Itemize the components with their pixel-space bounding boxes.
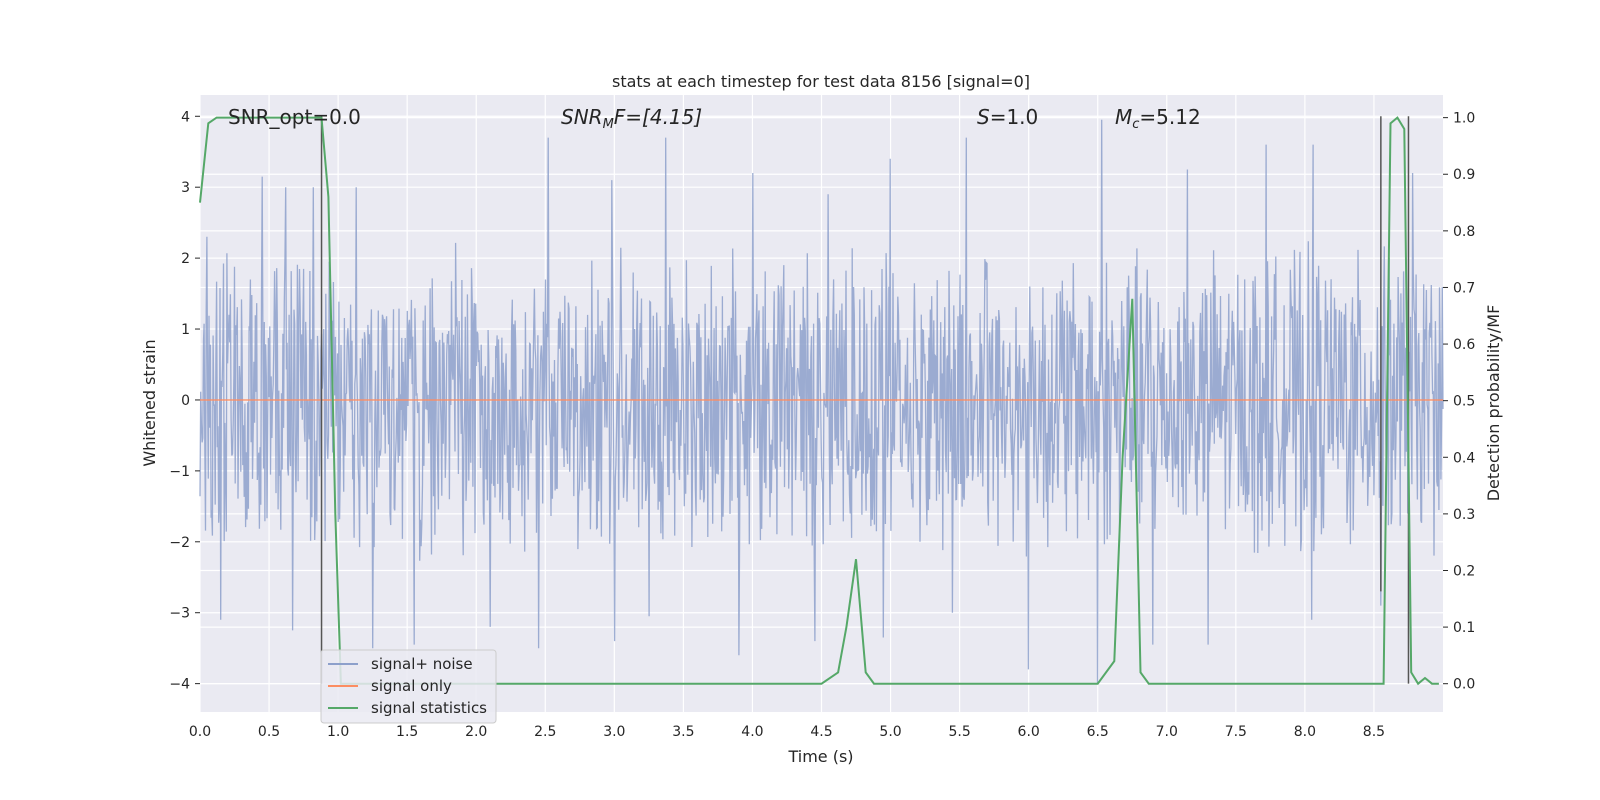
legend-label-signal-only: signal only xyxy=(371,677,452,695)
x-tick-label: 2.0 xyxy=(465,724,487,740)
annotation-mc-rest: =5.12 xyxy=(1139,105,1200,129)
y-tick-right-label: 0.9 xyxy=(1453,167,1475,183)
y-tick-right-label: 0.3 xyxy=(1453,507,1475,523)
series-signal-noise xyxy=(199,119,1444,684)
legend-label-signal-statistics: signal statistics xyxy=(371,699,487,717)
y-tick-right-label: 0.7 xyxy=(1453,280,1475,296)
annotation-mc-sub: c xyxy=(1132,117,1139,132)
x-tick-label: 5.5 xyxy=(948,724,970,740)
annotation-snr-opt: SNR_opt=0.0 xyxy=(228,105,361,129)
x-tick-label: 1.5 xyxy=(396,724,418,740)
chart-title: stats at each timestep for test data 815… xyxy=(612,72,1030,91)
y-tick-left-label: −4 xyxy=(169,677,190,693)
y-tick-left-label: 2 xyxy=(181,251,190,267)
x-tick-label: 3.0 xyxy=(603,724,625,740)
y-tick-left-label: −2 xyxy=(169,535,190,551)
y-tick-right-label: 0.6 xyxy=(1453,337,1475,353)
legend-label-signal-noise: signal+ noise xyxy=(371,655,473,673)
x-tick-label: 4.0 xyxy=(741,724,763,740)
annotation-snr-mf: SNRMF=[4.15] xyxy=(561,105,702,132)
legend-box xyxy=(320,649,497,724)
x-tick-label: 0.0 xyxy=(189,724,211,740)
annotation-snr-mf-rest: F=[4.15] xyxy=(614,105,702,129)
annotation-s: S=1.0 xyxy=(977,105,1038,129)
x-tick-label: 6.0 xyxy=(1018,724,1040,740)
y-tick-left-label: −1 xyxy=(169,464,190,480)
y-axis-left-ticks: −4 −3 −2 −1 0 1 2 3 4 xyxy=(169,109,200,693)
y-tick-left-label: 1 xyxy=(181,322,190,338)
line-signal-statistics xyxy=(199,116,1439,686)
y-tick-right-label: 0.4 xyxy=(1453,450,1475,466)
y-axis-right-label: Detection probability/MF xyxy=(1484,305,1503,502)
y-axis-left-label: Whitened strain xyxy=(140,339,159,466)
x-tick-label: 7.5 xyxy=(1225,724,1247,740)
x-tick-label: 6.5 xyxy=(1087,724,1109,740)
x-tick-label: 3.5 xyxy=(672,724,694,740)
legend: signal+ noise signal only signal statist… xyxy=(320,649,497,724)
line-signal-noise xyxy=(199,119,1444,684)
annotation-s-rest: =1.0 xyxy=(990,105,1039,129)
annotation-s-main: S xyxy=(977,105,990,129)
x-axis-ticks: 0.0 0.5 1.0 1.5 2.0 2.5 3.0 3.5 4.0 4.5 5.0 5.5 6.0 6… xyxy=(189,724,1385,740)
y-tick-left-label: 0 xyxy=(181,393,190,409)
x-tick-label: 4.5 xyxy=(810,724,832,740)
x-tick-label: 0.5 xyxy=(258,724,280,740)
y-tick-right-label: 0.0 xyxy=(1453,677,1475,693)
annotation-mc-main: M xyxy=(1115,105,1132,129)
x-tick-label: 5.0 xyxy=(879,724,901,740)
x-tick-label: 1.0 xyxy=(327,724,349,740)
x-tick-label: 8.0 xyxy=(1294,724,1316,740)
annotation-snr-mf-main: SNR xyxy=(561,105,603,129)
y-tick-right-label: 1.0 xyxy=(1453,111,1475,127)
x-axis-label: Time (s) xyxy=(787,747,853,766)
y-tick-right-label: 0.1 xyxy=(1453,620,1475,636)
annotation-snr-mf-sub: M xyxy=(603,117,614,132)
y-tick-left-label: 3 xyxy=(181,180,190,196)
x-tick-label: 8.5 xyxy=(1363,724,1385,740)
y-tick-right-label: 0.2 xyxy=(1453,563,1475,579)
y-axis-right-ticks: 0.0 0.1 0.2 0.3 0.4 0.5 0.6 0.7 0.8 0.9 1.0 xyxy=(1443,111,1475,693)
x-tick-label: 2.5 xyxy=(534,724,556,740)
series-signal-statistics xyxy=(199,116,1439,686)
y-tick-right-label: 0.5 xyxy=(1453,394,1475,410)
annotation-mc: Mc=5.12 xyxy=(1115,105,1201,132)
y-tick-left-label: −3 xyxy=(169,606,190,622)
x-tick-label: 7.0 xyxy=(1156,724,1178,740)
y-tick-left-label: 4 xyxy=(181,109,190,125)
y-tick-right-label: 0.8 xyxy=(1453,224,1475,240)
